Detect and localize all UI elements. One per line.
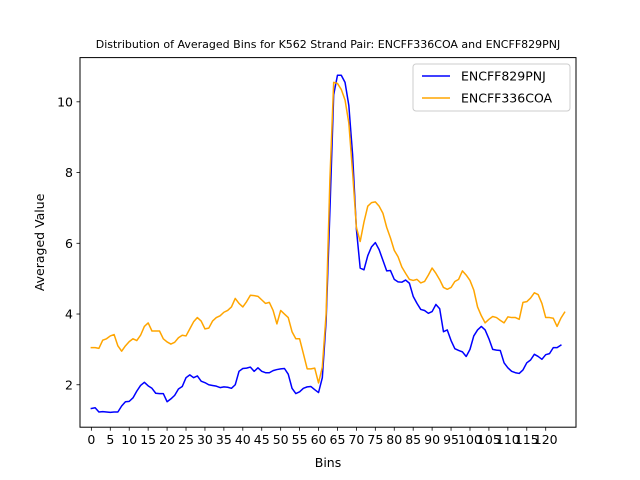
x-tick-label: 70 [348, 432, 364, 447]
x-tick-label: 105 [477, 432, 501, 447]
series-line-encff336coa [90, 81, 566, 384]
x-tick-label: 40 [235, 432, 251, 447]
y-tick-label: 2 [65, 377, 73, 392]
y-tick-label: 8 [65, 165, 73, 180]
x-tick-label: 0 [87, 432, 95, 447]
x-tick-label: 55 [292, 432, 308, 447]
y-axis-label: Averaged Value [32, 193, 47, 291]
legend-label-encff829pnj: ENCFF829PNJ [461, 69, 546, 84]
legend-label-encff336coa: ENCFF336COA [461, 91, 553, 106]
x-tick-label: 85 [405, 432, 421, 447]
x-axis: 0 5 10 15 20 25 30 35 40 45 50 55 60 65 70 75 80 85 90 95 10… [87, 427, 558, 447]
x-tick-label: 30 [197, 432, 213, 447]
chart-title: Distribution of Averaged Bins for K562 S… [96, 38, 561, 51]
x-tick-label: 35 [216, 432, 232, 447]
y-tick-label: 10 [57, 94, 73, 109]
x-tick-label: 120 [534, 432, 558, 447]
x-tick-label: 95 [443, 432, 459, 447]
legend-box [412, 63, 571, 112]
x-tick-label: 45 [254, 432, 270, 447]
x-tick-label: 50 [273, 432, 289, 447]
x-tick-label: 15 [140, 432, 156, 447]
x-tick-label: 10 [121, 432, 137, 447]
plot-frame [79, 57, 577, 428]
x-tick-label: 60 [311, 432, 327, 447]
x-tick-label: 25 [178, 432, 194, 447]
x-tick-label: 115 [515, 432, 539, 447]
x-tick-label: 80 [386, 432, 402, 447]
x-tick-label: 65 [330, 432, 346, 447]
y-tick-label: 6 [65, 236, 73, 251]
x-tick-label: 5 [106, 432, 114, 447]
x-tick-label: 100 [458, 432, 482, 447]
y-axis: 2 4 6 8 10 [57, 94, 80, 392]
x-tick-label: 110 [496, 432, 520, 447]
series-layer [90, 74, 566, 414]
x-tick-label: 90 [424, 432, 440, 447]
x-tick-label: 20 [159, 432, 175, 447]
y-tick-label: 4 [65, 307, 73, 322]
legend: ENCFF829PNJ ENCFF336COA [412, 63, 571, 112]
x-tick-label: 75 [367, 432, 383, 447]
x-axis-label: Bins [315, 455, 341, 470]
